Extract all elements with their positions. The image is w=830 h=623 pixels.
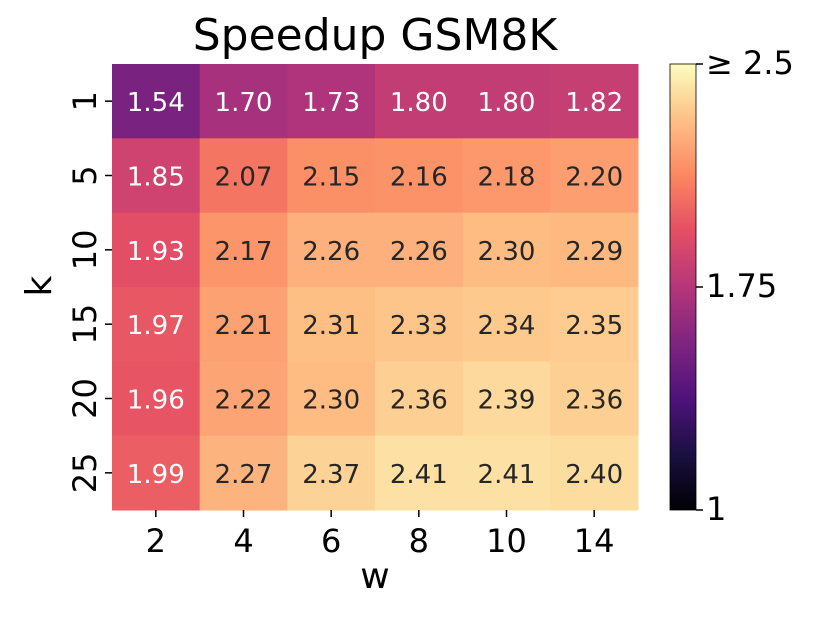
cell-value-label: 2.39 [478, 386, 536, 416]
cell-value-label: 1.73 [302, 88, 360, 118]
heatmap-cell-k5-w4 [199, 138, 288, 214]
heatmap-cell-k15-w4 [199, 287, 288, 362]
cell-value-label: 2.35 [565, 311, 623, 341]
heatmap-cell-k20-w6 [287, 361, 376, 437]
y-tick-label: 1 [66, 91, 104, 111]
heatmap-cell-k20-w4 [199, 361, 288, 437]
heatmap-cell-k20-w10 [462, 361, 551, 437]
cell-value-label: 1.54 [127, 88, 185, 118]
cell-value-label: 2.30 [478, 237, 536, 267]
heatmap-cell-k15-w6 [287, 287, 376, 362]
cell-value-label: 1.80 [390, 88, 448, 118]
cell-value-label: 2.29 [565, 237, 623, 267]
heatmap-cell-k10-w8 [375, 212, 464, 288]
cell-value-label: 2.40 [565, 460, 623, 490]
cell-value-label: 1.80 [478, 88, 536, 118]
cell-value-label: 2.33 [390, 311, 448, 341]
colorbar-tick-label: 1 [706, 490, 727, 528]
cell-value-label: 1.70 [215, 88, 273, 118]
x-tick-label: 2 [146, 522, 166, 560]
heatmap-cell-k10-w10 [462, 212, 551, 288]
x-tick-label: 14 [574, 522, 615, 560]
heatmap-cell-k20-w8 [375, 361, 464, 437]
x-tick-label: 10 [486, 522, 527, 560]
colorbar [669, 63, 697, 511]
colorbar-tick-label: ≥ 2.5 [706, 44, 794, 82]
heatmap-cell-k5-w10 [462, 138, 551, 214]
cell-value-label: 2.37 [302, 460, 360, 490]
cell-value-label: 2.36 [390, 386, 448, 416]
cell-value-label: 2.31 [302, 311, 360, 341]
x-tick-label: 8 [409, 522, 429, 560]
heatmap-cell-k1-w4 [199, 64, 288, 139]
cell-value-label: 1.93 [127, 237, 185, 267]
cell-value-label: 2.17 [215, 237, 273, 267]
y-tick-label: 20 [66, 378, 104, 419]
heatmap-cell-k1-w14 [550, 64, 639, 139]
heatmap-cell-k25-w6 [287, 435, 376, 511]
x-tick-label: 4 [233, 522, 253, 560]
heatmap-cell-k1-w8 [375, 64, 464, 139]
heatmap-cell-k25-w4 [199, 435, 288, 511]
heatmap-cell-k15-w14 [550, 287, 639, 362]
heatmap-cell-k5-w6 [287, 138, 376, 214]
y-tick-label: 5 [66, 165, 104, 185]
heatmap-cell-k10-w6 [287, 212, 376, 288]
chart-title: Speedup GSM8K [192, 10, 558, 61]
cell-value-label: 2.36 [565, 386, 623, 416]
cell-value-label: 2.26 [390, 237, 448, 267]
heatmap-cell-k25-w14 [550, 435, 639, 511]
heatmap-cell-k10-w4 [199, 212, 288, 288]
cell-value-label: 2.30 [302, 386, 360, 416]
y-tick-label: 25 [66, 452, 104, 493]
cell-value-label: 1.97 [127, 311, 185, 341]
heatmap-cell-k5-w2 [112, 138, 201, 214]
heatmap-cell-k10-w14 [550, 212, 639, 288]
heatmap-cell-k1-w6 [287, 64, 376, 139]
cell-value-label: 2.18 [478, 163, 536, 193]
y-tick-label: 10 [66, 229, 104, 270]
cell-value-label: 2.26 [302, 237, 360, 267]
cell-value-label: 2.21 [215, 311, 273, 341]
heatmap-cell-k15-w2 [112, 287, 201, 362]
heatmap-cell-k1-w2 [112, 64, 201, 139]
colorbar-tick-label: 1.75 [706, 267, 778, 305]
heatmap-cell-k15-w8 [375, 287, 464, 362]
cell-value-label: 2.07 [215, 163, 273, 193]
x-tick-label: 6 [321, 522, 341, 560]
heatmap-cell-k5-w14 [550, 138, 639, 214]
cell-value-label: 1.82 [565, 88, 623, 118]
cell-value-label: 2.27 [215, 460, 273, 490]
cell-value-label: 2.20 [565, 163, 623, 193]
heatmap-cell-k15-w10 [462, 287, 551, 362]
cell-value-label: 2.22 [215, 386, 273, 416]
heatmap-cell-k1-w10 [462, 64, 551, 139]
heatmap-cell-k5-w8 [375, 138, 464, 214]
heatmap-cell-k20-w2 [112, 361, 201, 437]
cell-value-label: 2.15 [302, 163, 360, 193]
x-axis-label: w [360, 556, 390, 597]
cell-value-label: 1.99 [127, 460, 185, 490]
y-tick-label: 15 [66, 304, 104, 345]
cell-value-label: 2.34 [478, 311, 536, 341]
heatmap-cell-k10-w2 [112, 212, 201, 288]
cell-value-label: 1.96 [127, 386, 185, 416]
heatmap-cell-k25-w2 [112, 435, 201, 511]
cell-value-label: 2.41 [478, 460, 536, 490]
y-axis-label: k [19, 275, 60, 297]
cell-value-label: 2.41 [390, 460, 448, 490]
cell-value-label: 1.85 [127, 163, 185, 193]
heatmap-cell-k25-w8 [375, 435, 464, 511]
heatmap-cell-k20-w14 [550, 361, 639, 437]
cell-value-label: 2.16 [390, 163, 448, 193]
heatmap-cell-k25-w10 [462, 435, 551, 511]
